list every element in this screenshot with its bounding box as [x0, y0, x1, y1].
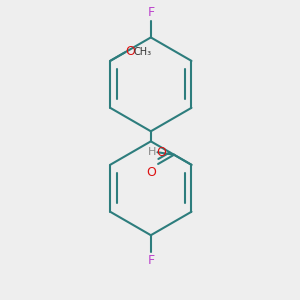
Text: O: O: [125, 45, 135, 58]
Text: H: H: [147, 147, 156, 157]
Text: CH₃: CH₃: [134, 47, 152, 57]
Text: O: O: [157, 146, 166, 159]
Text: F: F: [147, 254, 155, 267]
Text: F: F: [147, 6, 155, 19]
Text: O: O: [146, 166, 156, 178]
